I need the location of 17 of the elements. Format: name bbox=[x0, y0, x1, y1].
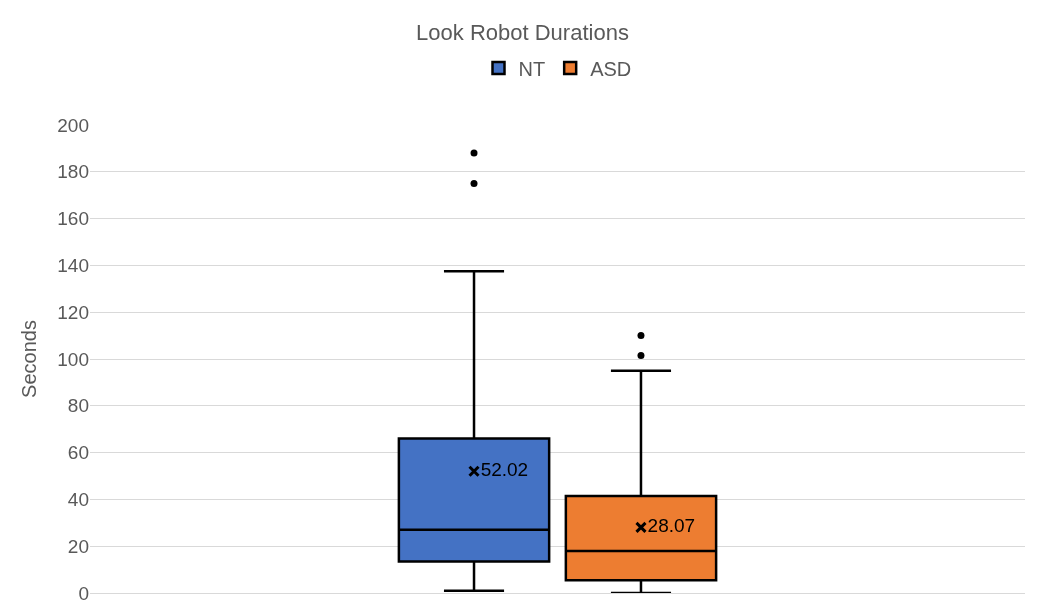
y-tick-label: 40 bbox=[67, 489, 89, 511]
y-tick-label: 20 bbox=[67, 535, 89, 557]
y-tick-label: 180 bbox=[57, 161, 89, 183]
y-tick-label: 60 bbox=[67, 442, 89, 464]
y-tick-label: 80 bbox=[67, 395, 89, 417]
y-axis-title: Seconds bbox=[17, 320, 40, 398]
y-tick-label: 160 bbox=[57, 208, 89, 230]
chart-title: Look Robot Durations bbox=[416, 20, 629, 45]
y-tick-label: 0 bbox=[78, 582, 89, 604]
legend-label: NT bbox=[518, 57, 546, 80]
y-tick-label: 200 bbox=[57, 114, 89, 136]
y-tick-label: 140 bbox=[57, 255, 89, 277]
text: 52.02 bbox=[480, 459, 529, 481]
text: 28.07 bbox=[647, 515, 696, 537]
y-tick-label: 100 bbox=[57, 348, 89, 370]
legend-label: ASD bbox=[590, 57, 632, 80]
y-tick-label: 120 bbox=[57, 301, 89, 323]
